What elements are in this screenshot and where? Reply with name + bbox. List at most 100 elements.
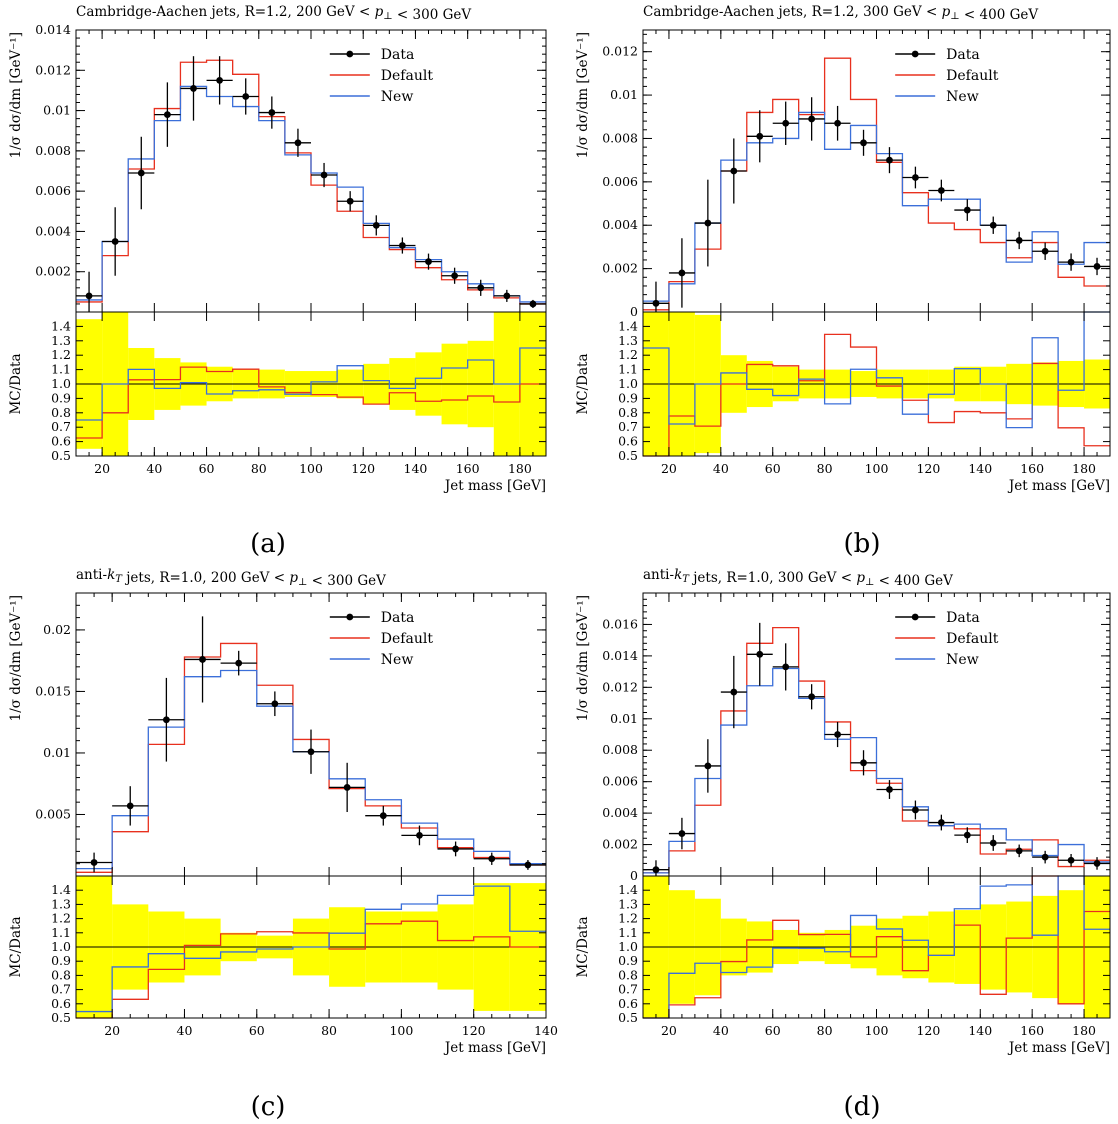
y-axis-label: 1/σ dσ/dm [GeV⁻¹] [575,595,591,721]
x-tick-label: 60 [765,1023,781,1038]
series-new-ratio [643,875,1110,1019]
series-new-ratio [76,885,546,1013]
title-text: < 400 GeV [874,573,953,589]
data-point [756,650,764,658]
data-point [425,258,432,266]
title-text: Cambridge-Aachen jets, R=1.2, 300 GeV < [643,4,942,20]
x-tick-label: 80 [251,461,267,476]
data-point [678,269,686,277]
data-point [1041,247,1049,255]
legend-label-data: Data [381,610,415,626]
data-point [860,139,867,147]
y-tick-label: 0 [630,868,638,883]
ratio-tick-label: 1.3 [51,896,71,911]
x-tick-label: 60 [249,1023,265,1038]
data-point [912,174,919,181]
title-text: < 300 GeV [307,573,386,589]
ratio-tick-label: 0.8 [51,405,71,420]
data-point [85,292,93,300]
series-default-histogram [76,59,546,305]
chart-panel-c: 0.0050.010.0150.020.50.60.70.80.91.01.11… [8,592,558,1122]
legend-label-default: Default [381,631,434,647]
data-point [111,238,119,245]
y-tick-label: 0.012 [35,62,71,77]
data-point [860,759,867,767]
ratio-tick-label: 1.4 [51,882,71,897]
legend-label-data: Data [946,610,980,626]
title-subscript: T [682,574,690,585]
y-tick-label: 0.004 [602,217,638,232]
title-italic: k [107,567,115,583]
ratio-tick-label: 1.3 [618,333,638,348]
data-point [730,167,738,175]
data-point [1015,847,1023,855]
y-tick-label: 0.01 [43,745,71,760]
ratio-tick-label: 1.0 [618,939,638,954]
data-point [782,663,790,671]
ratio-tick-label: 0.9 [618,953,638,968]
y-tick-label: 0.01 [610,711,638,726]
y-tick-label: 0.015 [35,683,71,698]
ratio-tick-label: 0.6 [618,434,638,449]
data-point [912,806,919,814]
y-tick-label: 0.008 [602,742,638,757]
title-text: anti- [643,567,674,583]
data-point [652,299,660,307]
title-italic: p [942,4,951,20]
data-point [808,693,816,701]
data-point [652,866,660,874]
x-tick-label: 20 [661,1023,677,1038]
data-point [268,109,276,116]
series-new-histogram [643,667,1110,874]
main-plot-frame [642,592,1111,877]
x-tick-label: 40 [713,1023,729,1038]
x-axis-label: Jet mass [GeV] [1007,1040,1110,1056]
data-point [242,93,250,100]
legend-label-new: New [946,89,979,105]
legend-data-marker [911,613,919,621]
ratio-tick-label: 1.0 [618,376,638,391]
ratio-tick-label: 0.6 [618,996,638,1011]
data-point [1067,856,1075,864]
data-point [730,688,738,696]
data-point [886,156,893,164]
ratio-tick-label: 0.6 [51,996,71,1011]
ratio-tick-label: 0.7 [51,419,71,434]
data-point [524,861,532,869]
data-point [379,812,387,820]
x-tick-label: 140 [968,461,992,476]
ratio-tick-label: 1.2 [618,347,638,362]
y-tick-label: 0.002 [35,264,71,279]
title-subscript: ⊥ [383,11,392,22]
data-point [162,716,170,724]
data-point [937,819,945,826]
x-tick-label: 120 [351,461,375,476]
data-point [963,831,971,839]
title-italic: p [375,4,384,20]
data-point [398,242,406,249]
title-italic: k [674,567,682,583]
data-point [477,284,485,292]
ratio-tick-label: 0.7 [618,982,638,997]
x-tick-label: 100 [865,1023,889,1038]
data-point [488,855,496,863]
x-tick-label: 80 [321,1023,337,1038]
x-tick-label: 40 [177,1023,193,1038]
ratio-tick-label: 1.3 [51,333,71,348]
legend-label-new: New [381,652,414,668]
data-point [451,272,459,280]
x-tick-label: 140 [404,461,428,476]
legend-label-new: New [381,89,414,105]
legend-data-marker [346,50,354,58]
x-tick-label: 140 [968,1023,992,1038]
title-text: < 400 GeV [960,7,1039,23]
x-tick-label: 160 [1020,1023,1044,1038]
data-point [989,221,997,229]
series-default-ratio [76,920,546,1019]
data-point [216,76,224,84]
x-tick-label: 100 [299,461,323,476]
data-point [782,119,790,127]
data-point [372,221,380,229]
series-new-histogram [643,111,1110,302]
x-tick-label: 80 [817,1023,833,1038]
